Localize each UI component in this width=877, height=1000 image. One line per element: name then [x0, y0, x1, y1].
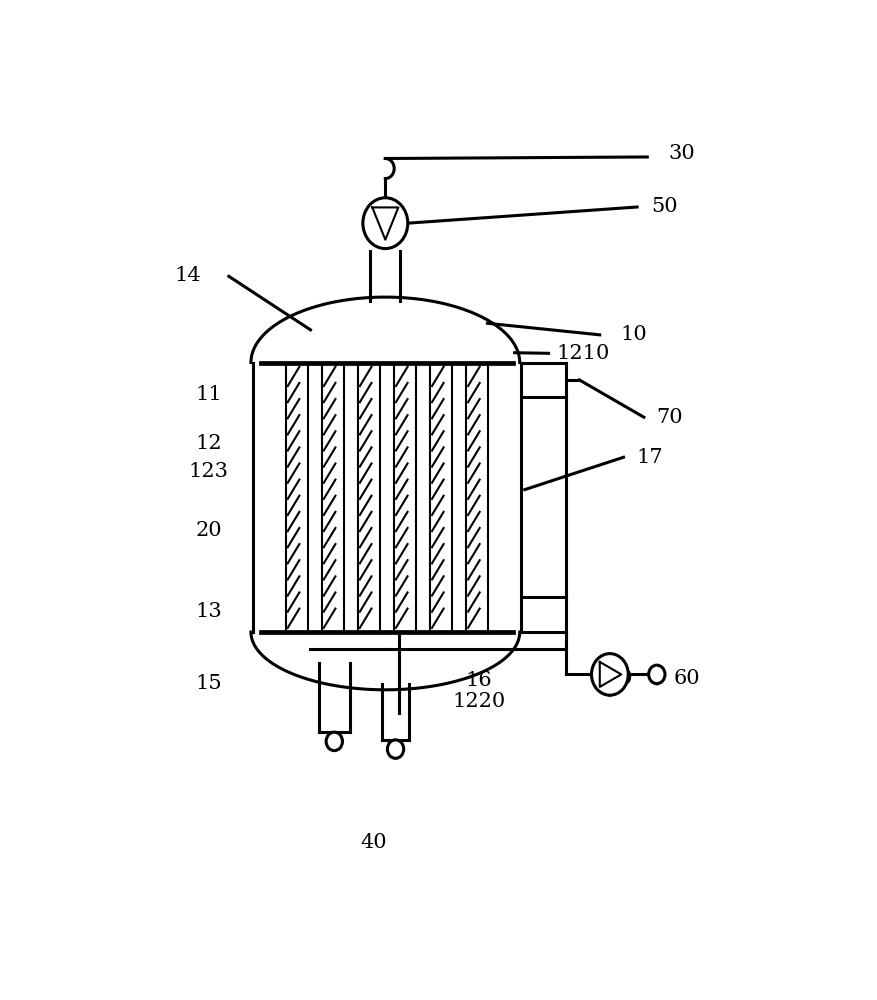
Circle shape [387, 740, 403, 758]
Text: 1210: 1210 [555, 344, 609, 363]
Text: 40: 40 [360, 833, 387, 852]
Text: 17: 17 [635, 448, 662, 467]
Text: 20: 20 [195, 521, 222, 540]
Circle shape [591, 654, 628, 695]
Text: 80: 80 [606, 669, 632, 688]
Text: 60: 60 [673, 669, 699, 688]
Text: 30: 30 [667, 144, 694, 163]
Circle shape [648, 665, 664, 684]
Circle shape [325, 732, 342, 751]
Text: 12: 12 [195, 434, 222, 453]
Text: 13: 13 [195, 602, 222, 621]
Text: 50: 50 [650, 197, 677, 216]
Text: 1220: 1220 [453, 692, 505, 711]
Text: 123: 123 [189, 462, 228, 481]
Text: 11: 11 [195, 385, 222, 404]
Circle shape [362, 198, 407, 249]
Text: 15: 15 [195, 674, 222, 693]
Text: 16: 16 [466, 671, 492, 690]
Text: 70: 70 [655, 408, 681, 427]
Text: 10: 10 [620, 325, 646, 344]
Text: 14: 14 [175, 266, 201, 285]
